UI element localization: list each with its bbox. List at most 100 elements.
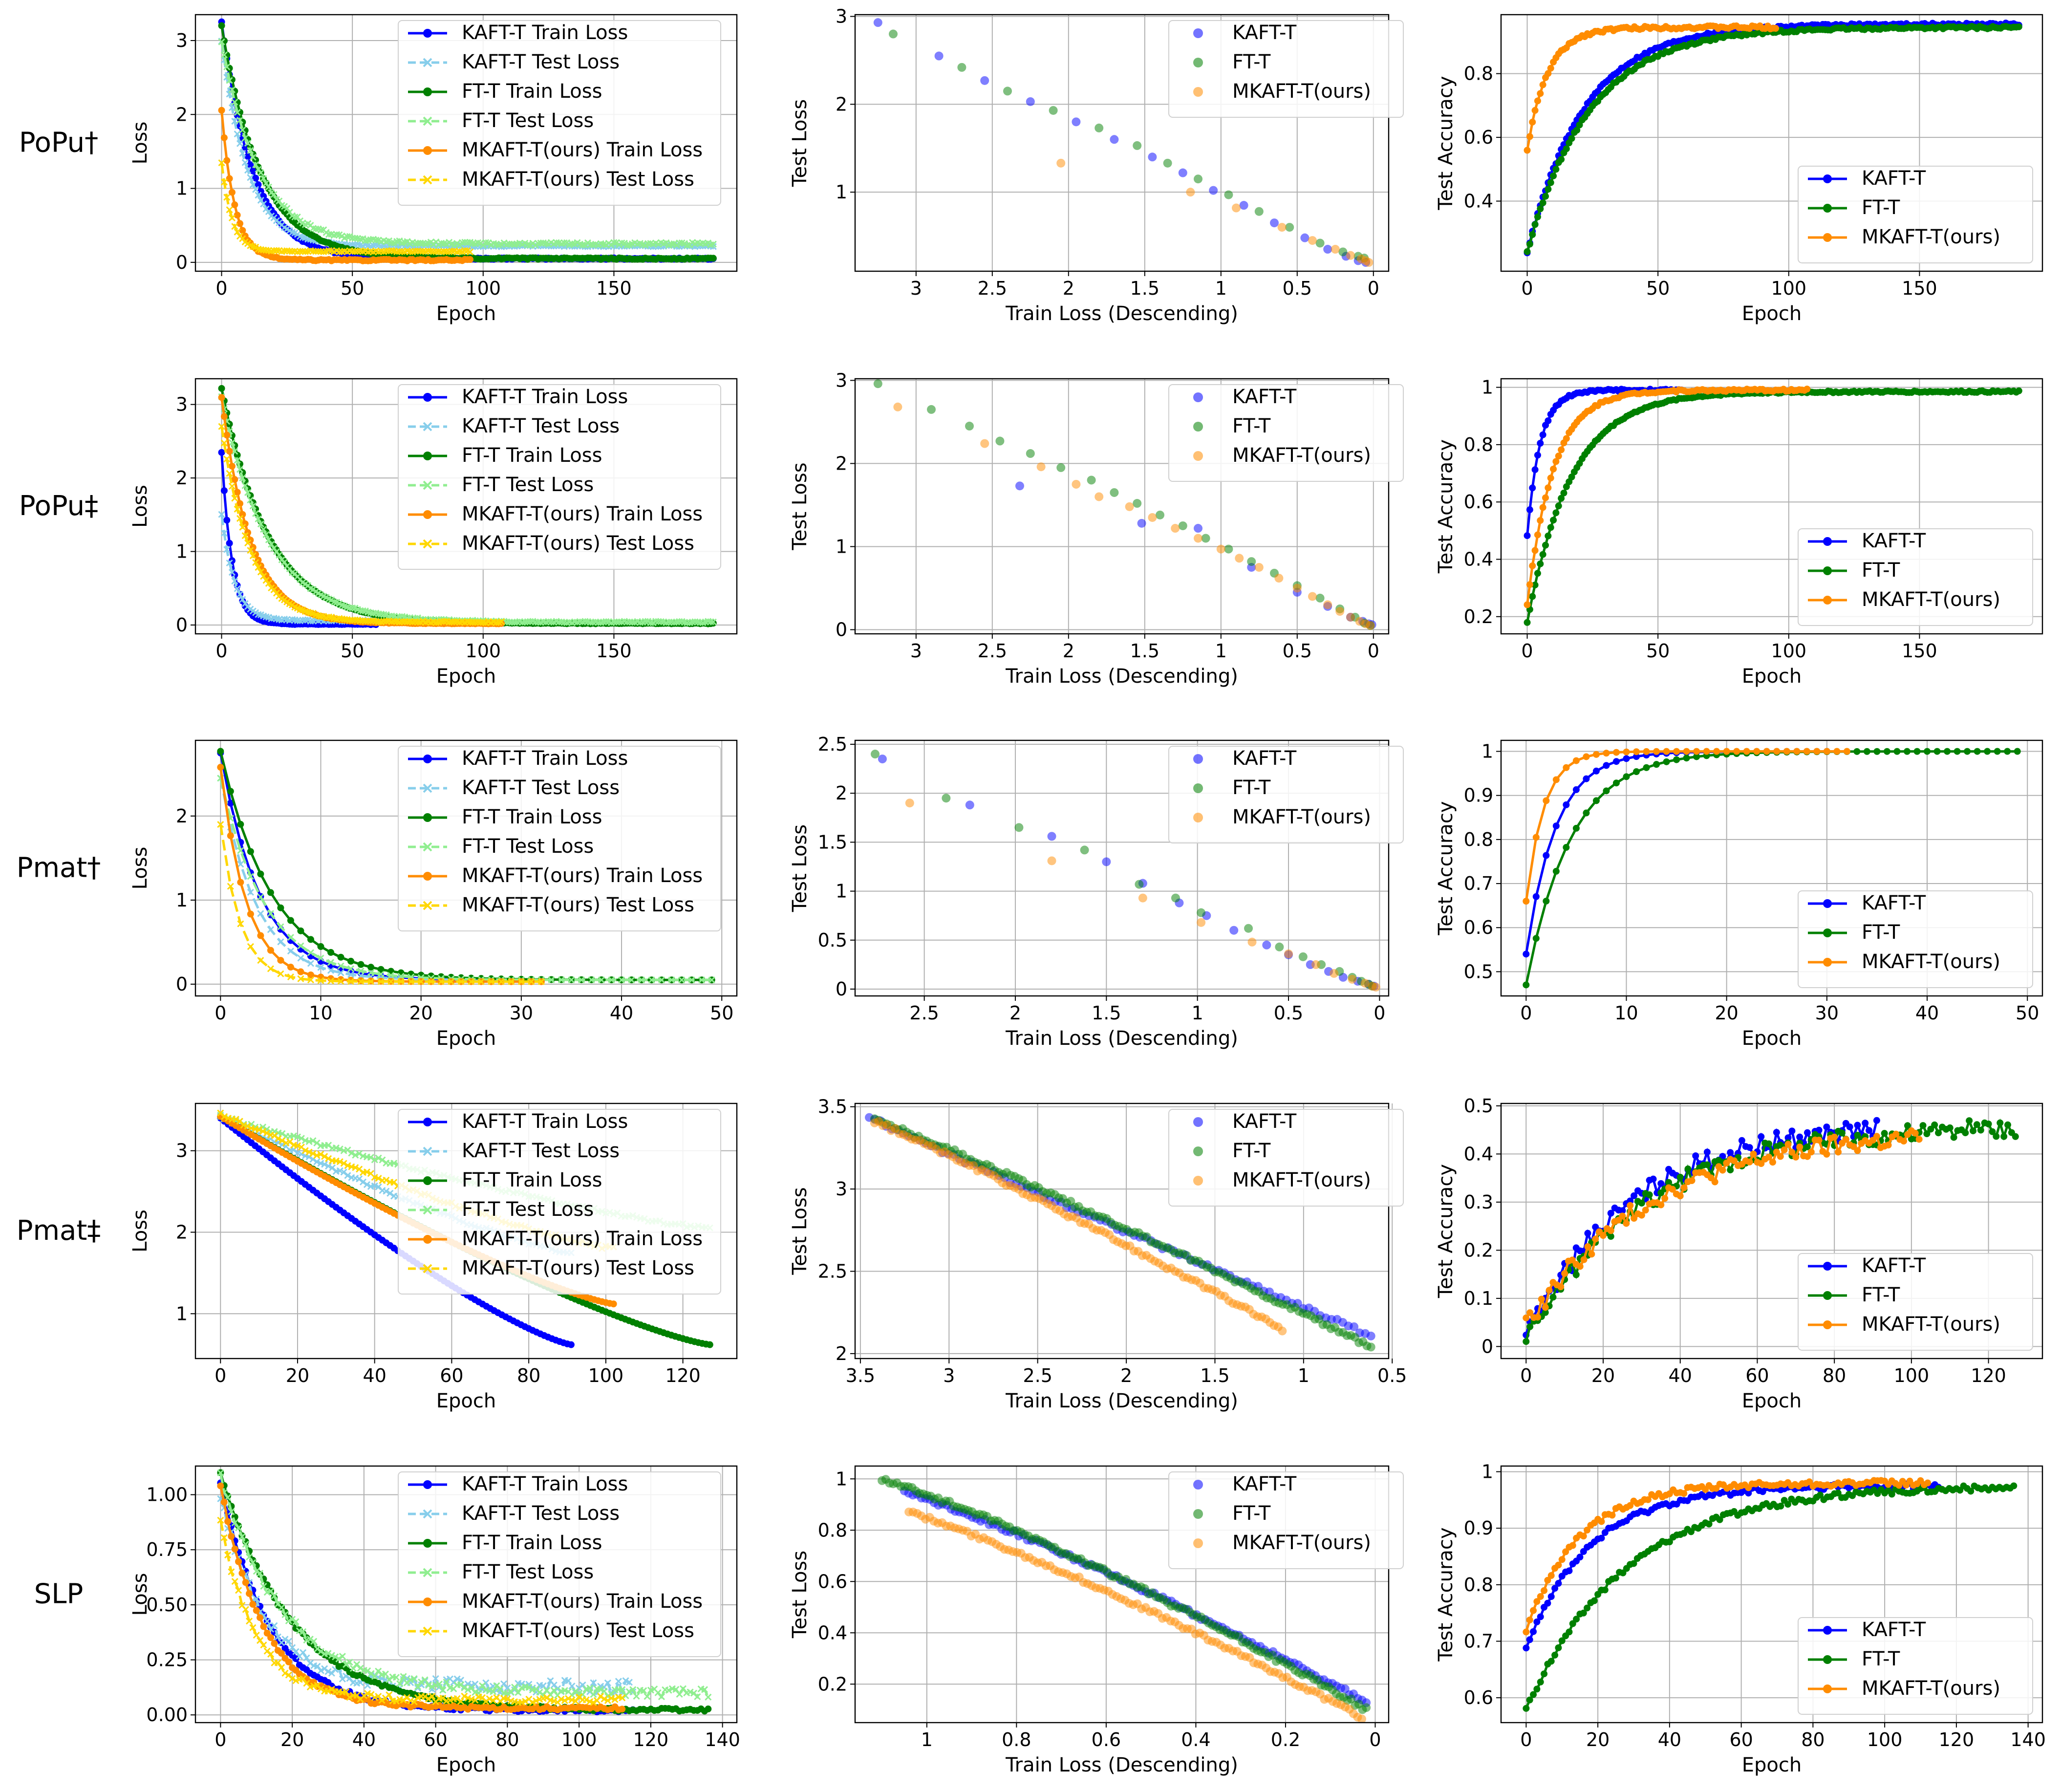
data-point (1592, 767, 1600, 775)
legend-item: FT-T Test Loss (408, 835, 594, 858)
scatter-point (1137, 518, 1146, 528)
data-point (411, 247, 419, 255)
data-point (337, 969, 344, 976)
legend-item: KAFT-T (1193, 22, 1297, 44)
data-point (1552, 822, 1560, 830)
data-point (1753, 748, 1760, 755)
legend-label: MKAFT-T(ours) Test Loss (462, 532, 694, 555)
y-tick-label: 0.3 (1464, 1191, 1493, 1213)
data-point (227, 832, 234, 840)
legend-label: FT-T Train Loss (462, 80, 602, 103)
y-tick-label: 3 (176, 30, 188, 51)
y-tick-label: 3 (836, 369, 847, 391)
data-point (1568, 135, 1575, 142)
legend-marker (1193, 392, 1203, 402)
scatter-point (1323, 600, 1332, 609)
x-tick-label: 40 (1669, 1365, 1692, 1386)
data-point (2015, 387, 2022, 394)
data-point (221, 1113, 228, 1120)
data-point (1607, 1227, 1614, 1234)
data-point (228, 569, 236, 576)
data-point (252, 161, 259, 169)
legend-marker (1193, 87, 1203, 97)
data-point (1892, 1130, 1900, 1138)
data-point (286, 565, 293, 573)
data-point (1813, 748, 1821, 755)
data-point (349, 616, 356, 624)
data-point (352, 1151, 359, 1159)
x-tick-label: 0.5 (1283, 640, 1312, 662)
legend-item: MKAFT-T(ours) (1193, 1169, 1371, 1191)
data-point (236, 500, 243, 507)
row-label: SLP (34, 1578, 84, 1610)
plot-frame (1500, 378, 2043, 635)
data-point (297, 968, 304, 975)
x-tick-label: 0 (1374, 1002, 1385, 1024)
data-point (1838, 1129, 1846, 1137)
x-axis-label: Epoch (1742, 665, 1802, 688)
data-point (1873, 1117, 1880, 1124)
scatter-point (934, 51, 944, 61)
data-point (1542, 494, 1549, 501)
data-point (1873, 1133, 1880, 1140)
data-point (1823, 1123, 1830, 1131)
legend-label: KAFT-T (1862, 167, 1926, 190)
x-tick-label: 50 (710, 1002, 733, 1024)
data-point (317, 613, 324, 620)
data-point (1557, 1283, 1565, 1291)
data-point (1646, 1191, 1653, 1198)
data-point (321, 1161, 328, 1168)
plot-frame (194, 378, 738, 635)
y-tick-label: 3 (836, 1178, 847, 1200)
scatter-point (878, 755, 887, 764)
y-tick-label: 0 (176, 252, 188, 273)
data-point (1933, 748, 1941, 755)
data-point (383, 1187, 390, 1195)
data-point (1529, 562, 1536, 569)
data-point (623, 618, 631, 626)
legend-marker (423, 901, 432, 910)
data-point (277, 957, 284, 964)
data-point (357, 961, 365, 968)
y-tick-label: 1 (836, 181, 847, 203)
x-tick-label: 0 (215, 640, 227, 662)
x-tick-label: 100 (466, 640, 501, 662)
data-point (387, 972, 395, 979)
series-line (1526, 24, 1776, 151)
data-point (265, 536, 272, 543)
data-point (1547, 179, 1554, 186)
scatter-point (873, 18, 882, 27)
y-tick-label: 1.5 (818, 831, 847, 853)
data-point (1750, 1150, 1757, 1158)
data-point (1558, 495, 1565, 502)
data-point (369, 609, 377, 617)
data-point (226, 559, 233, 567)
data-point (1545, 186, 1552, 193)
scatter-point (1308, 236, 1317, 245)
x-axis-label: Epoch (436, 665, 496, 688)
data-point (428, 972, 435, 980)
y-tick-label: 3 (176, 1140, 188, 1162)
data-point (1576, 1263, 1584, 1270)
legend-label: KAFT-T (1232, 386, 1297, 408)
legend-marker (423, 116, 432, 126)
data-point (307, 976, 315, 984)
data-point (1560, 489, 1567, 497)
data-point (1692, 1152, 1699, 1160)
data-point (223, 194, 231, 201)
legend-item: MKAFT-T(ours) Test Loss (408, 1257, 694, 1279)
data-point (1911, 1129, 1919, 1137)
data-point (241, 144, 249, 151)
x-axis-label: Epoch (1742, 302, 1802, 325)
data-point (337, 962, 344, 970)
data-point (1784, 1134, 1792, 1142)
data-point (1924, 748, 1931, 755)
data-point (336, 1167, 344, 1174)
scatter-point (1138, 893, 1147, 903)
data-point (252, 559, 259, 566)
legend-marker (1823, 233, 1832, 242)
scatter-point (1014, 823, 1024, 832)
scatter-point (927, 405, 936, 414)
